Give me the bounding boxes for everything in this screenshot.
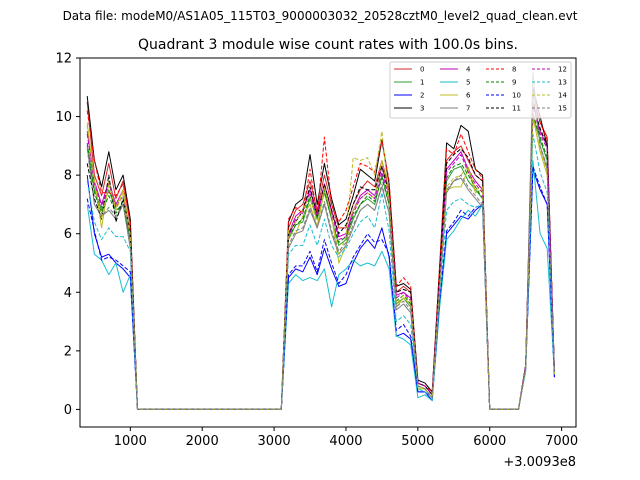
suptitle: Data file: modeM0/AS1A05_115T03_90000030… bbox=[63, 9, 578, 23]
x-tick-label: 5000 bbox=[401, 434, 434, 449]
legend-label-6: 6 bbox=[466, 92, 471, 100]
legend-label-14: 14 bbox=[558, 92, 567, 100]
legend-label-3: 3 bbox=[420, 105, 424, 113]
x-tick-label: 2000 bbox=[186, 434, 219, 449]
legend-box bbox=[389, 61, 572, 119]
x-tick-label: 1000 bbox=[114, 434, 147, 449]
x-offset-label: +3.0093e8 bbox=[503, 455, 576, 470]
series-lines bbox=[86, 72, 555, 410]
chart-title: Quadrant 3 module wise count rates with … bbox=[138, 37, 518, 53]
legend-label-8: 8 bbox=[512, 66, 516, 74]
x-tick-label: 6000 bbox=[473, 434, 506, 449]
legend-label-7: 7 bbox=[466, 105, 470, 113]
legend-label-4: 4 bbox=[466, 66, 471, 74]
plot-frame bbox=[79, 57, 577, 428]
legend-label-5: 5 bbox=[466, 79, 470, 87]
legend-label-1: 1 bbox=[420, 79, 424, 87]
x-tick-label: 7000 bbox=[545, 434, 578, 449]
legend-label-9: 9 bbox=[512, 79, 516, 87]
legend-label-13: 13 bbox=[558, 79, 567, 87]
series-line-11 bbox=[86, 104, 555, 410]
legend-label-12: 12 bbox=[558, 66, 567, 74]
x-tick-label: 4000 bbox=[329, 434, 362, 449]
y-tick-label: 0 bbox=[64, 403, 72, 418]
y-tick-label: 12 bbox=[55, 52, 72, 67]
y-tick-label: 4 bbox=[64, 286, 72, 301]
x-tick-label: 3000 bbox=[258, 434, 291, 449]
legend-label-2: 2 bbox=[420, 92, 424, 100]
legend-label-10: 10 bbox=[512, 92, 521, 100]
series-line-15 bbox=[86, 86, 555, 410]
y-tick-label: 6 bbox=[64, 227, 72, 242]
y-tick-label: 10 bbox=[55, 110, 72, 125]
legend-label-15: 15 bbox=[558, 105, 567, 113]
series-line-8 bbox=[86, 101, 555, 410]
y-tick-label: 2 bbox=[64, 344, 72, 359]
y-tick-label: 8 bbox=[64, 169, 72, 184]
legend-label-0: 0 bbox=[420, 66, 424, 74]
legend-label-11: 11 bbox=[512, 105, 521, 113]
